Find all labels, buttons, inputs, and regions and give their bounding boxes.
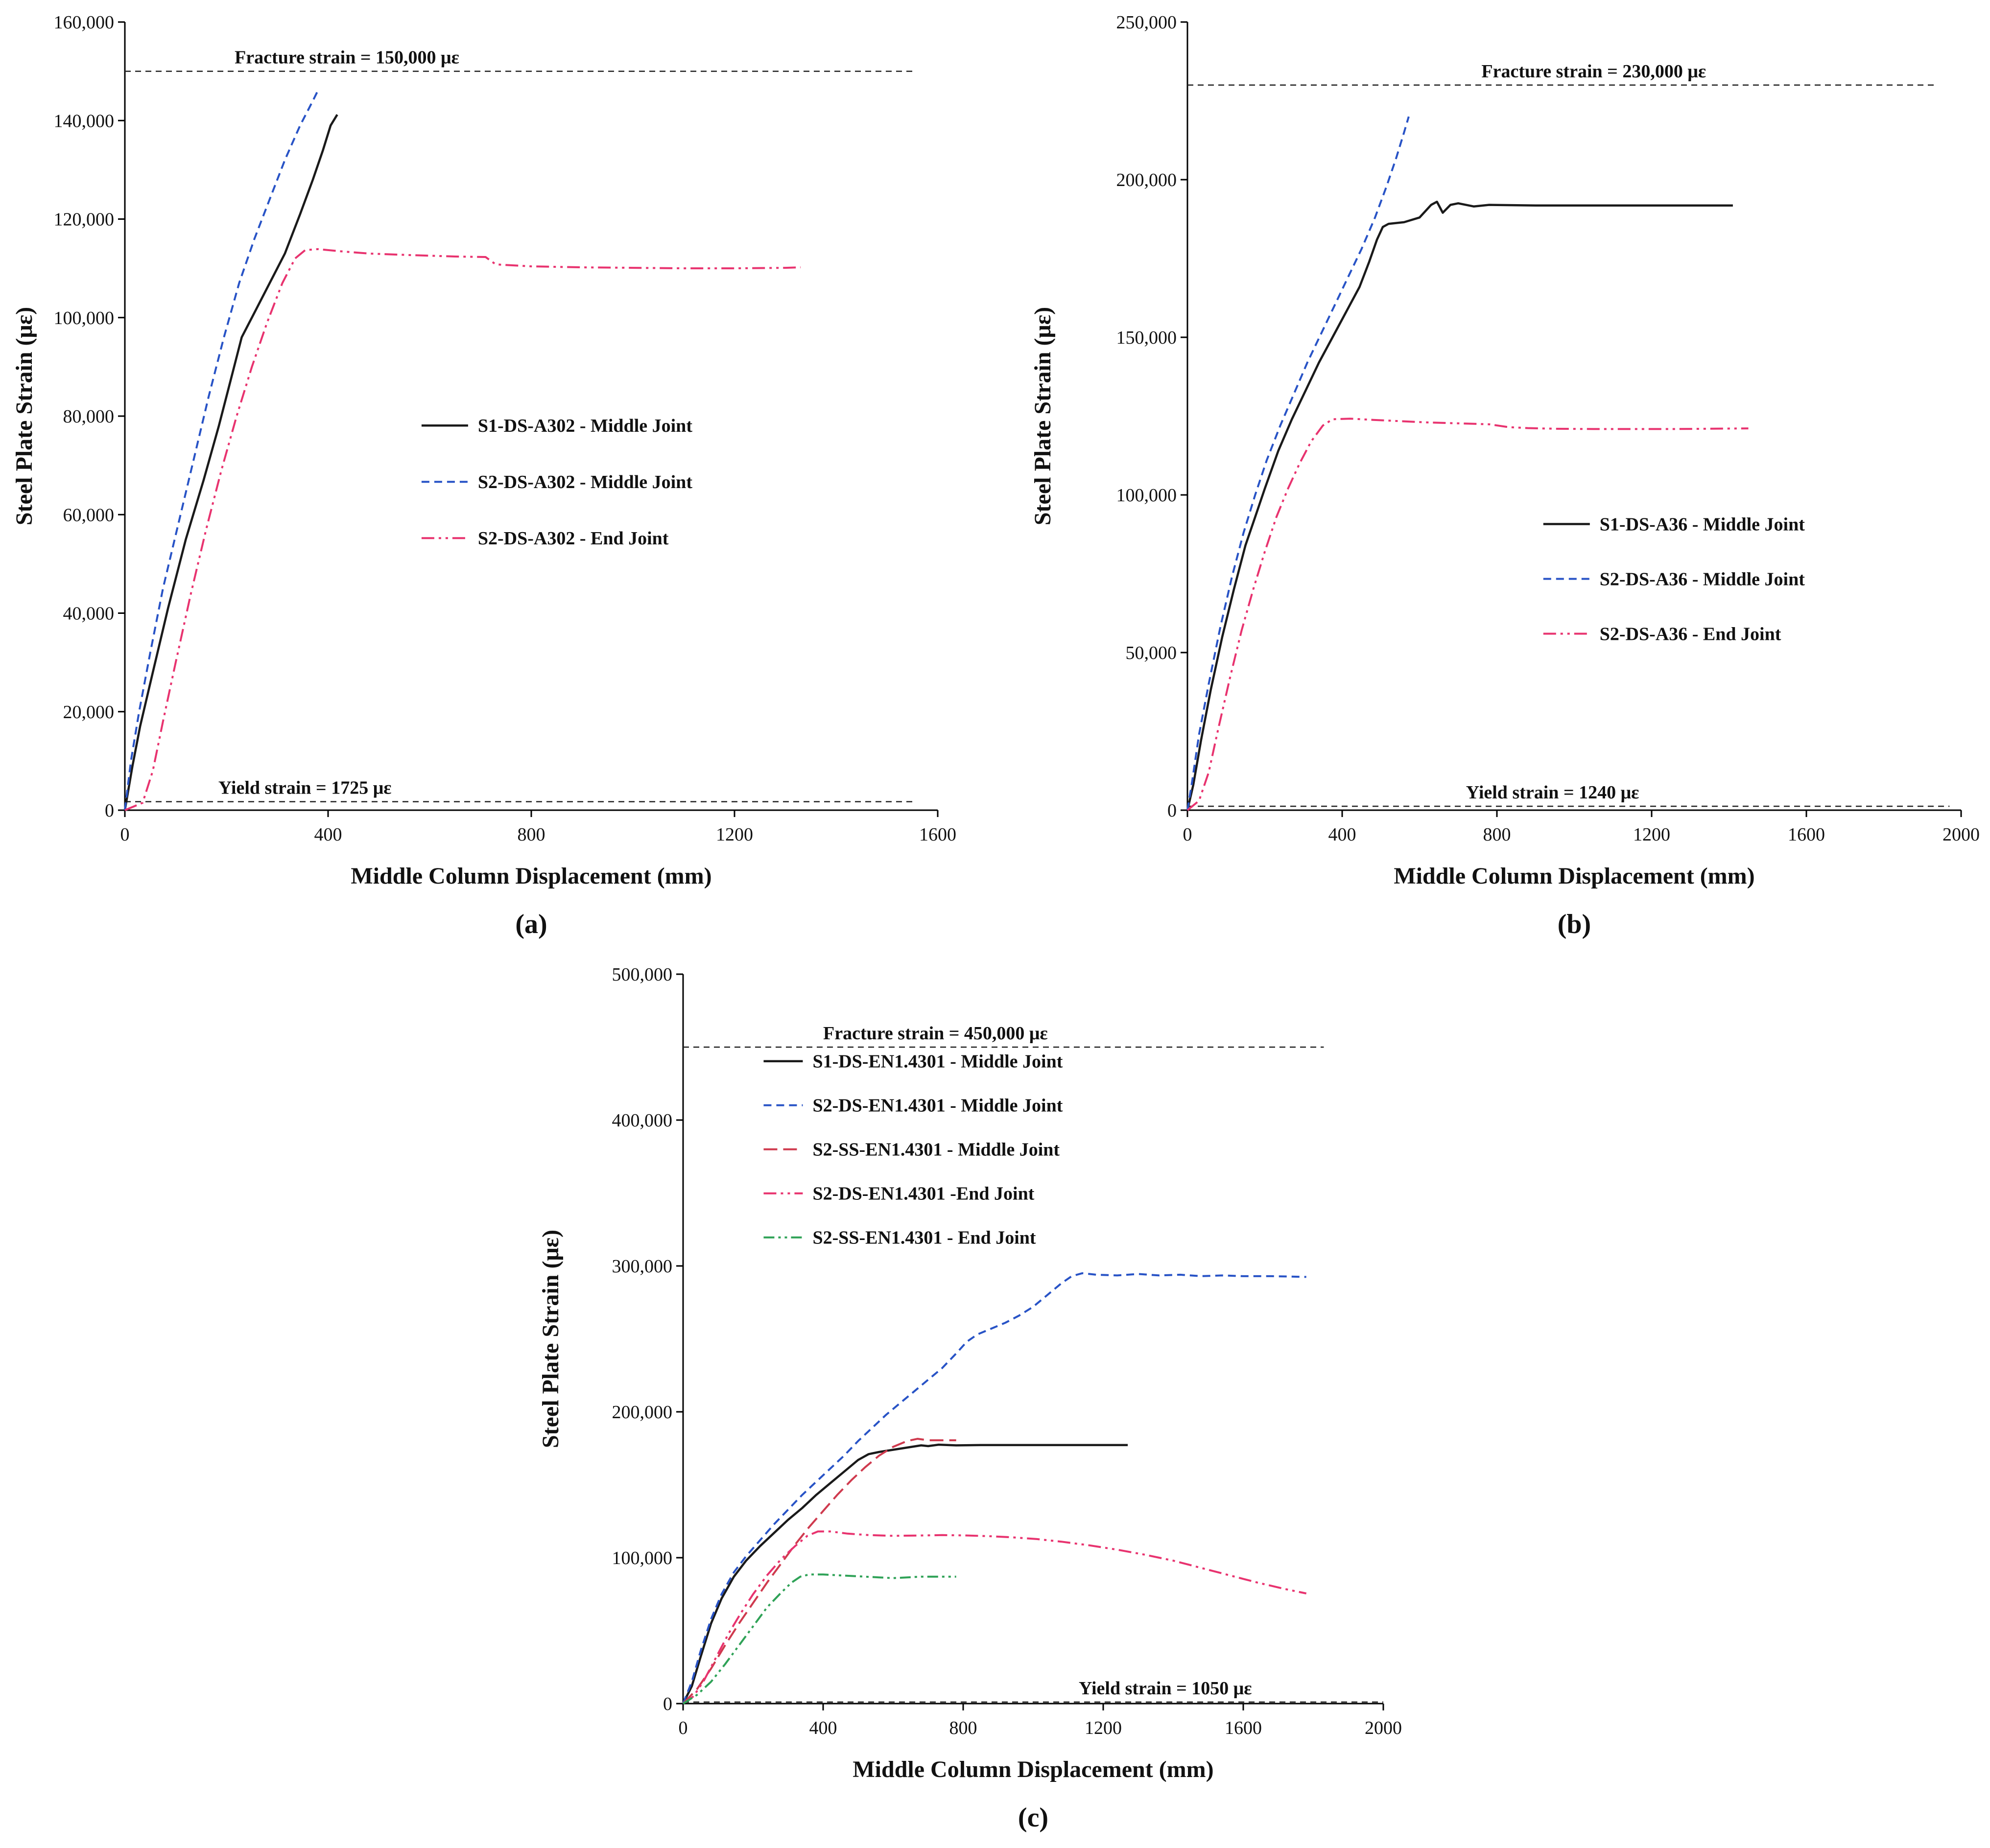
x-tick-label: 1600	[919, 824, 956, 845]
x-tick-label: 800	[949, 1718, 977, 1738]
x-axis-title: Middle Column Displacement (mm)	[1394, 863, 1754, 889]
x-tick-label: 2000	[1365, 1718, 1402, 1738]
legend-label-s2-ds-a302-end: S2-DS-A302 - End Joint	[478, 528, 669, 549]
y-tick-label: 250,000	[1116, 12, 1177, 33]
annotation-label: Yield strain = 1050 με	[1079, 1678, 1252, 1699]
x-tick-label: 2000	[1943, 824, 1980, 845]
legend-label-s2-ss-en14301-middle: S2-SS-EN1.4301 - Middle Joint	[812, 1140, 1060, 1160]
y-tick-label: 60,000	[63, 505, 115, 525]
y-tick-label: 0	[105, 800, 114, 821]
x-tick-label: 0	[120, 824, 130, 845]
series-s2-ds-a36-end	[1186, 418, 1749, 811]
chart-c-svg: 0 400 800 1200 1600 2000 0 100,000 200,000 300,00…	[538, 964, 1402, 1782]
series-s2-ss-en14301-middle	[682, 1438, 956, 1705]
x-tick-label: 400	[809, 1718, 837, 1738]
series-s2-ds-a302-end	[124, 248, 801, 811]
x-tick-label: 400	[314, 824, 342, 845]
x-tick-label: 1200	[716, 824, 753, 845]
y-tick-label: 100,000	[612, 1548, 673, 1568]
y-tick-label: 0	[663, 1694, 672, 1714]
y-tick-label: 200,000	[1116, 170, 1177, 190]
x-tick-label: 1600	[1225, 1718, 1262, 1738]
y-axis-title: Steel Plate Strain (με)	[1030, 307, 1056, 525]
y-tick-label: 140,000	[54, 111, 115, 131]
series-s1-ds-en14301-middle	[682, 1443, 1128, 1705]
legend-label-s1-ds-a36-middle: S1-DS-A36 - Middle Joint	[1600, 514, 1805, 535]
x-tick-label: 0	[679, 1718, 688, 1738]
chart-a-svg: 0 400 800 1200 1600 0 20,000 40,000 60,000 80,000…	[11, 12, 956, 889]
legend-label-s2-ds-a36-middle: S2-DS-A36 - Middle Joint	[1600, 569, 1805, 589]
y-tick-label: 80,000	[63, 406, 115, 427]
y-tick-label: 400,000	[612, 1110, 673, 1131]
y-tick-label: 500,000	[612, 964, 673, 985]
caption-c: (c)	[1018, 1802, 1049, 1833]
series-s1-ds-a36-middle	[1186, 200, 1733, 811]
x-tick-label: 800	[1483, 824, 1511, 845]
annotation-label: Fracture strain = 230,000 με	[1481, 61, 1706, 82]
y-tick-label: 100,000	[1116, 485, 1177, 506]
x-axis-title: Middle Column Displacement (mm)	[351, 863, 711, 889]
y-tick-label: 120,000	[54, 210, 115, 230]
annotation-label: Yield strain = 1240 με	[1466, 782, 1639, 803]
caption-b: (b)	[1557, 909, 1591, 939]
chart-b-svg: 0 400 800 1200 1600 2000 0 50,000 100,000 150,000…	[1030, 12, 1980, 889]
legend-label-s2-ds-en14301-end: S2-DS-EN1.4301 -End Joint	[812, 1184, 1034, 1204]
chart-b-container: 0 400 800 1200 1600 2000 0 50,000 100,000 150,000…	[1021, 0, 1990, 940]
series-s2-ds-en14301-middle	[682, 1272, 1306, 1704]
x-tick-label: 1600	[1788, 824, 1825, 845]
legend-label-s2-ss-en14301-end: S2-SS-EN1.4301 - End Joint	[812, 1228, 1036, 1248]
x-tick-label: 800	[518, 824, 545, 845]
legend-label-s2-ds-a36-end: S2-DS-A36 - End Joint	[1600, 624, 1781, 644]
series-s2-ds-a302-middle	[124, 88, 320, 811]
chart-c-container: 0 400 800 1200 1600 2000 0 100,000 200,000 300,00…	[531, 955, 1418, 1833]
y-tick-label: 150,000	[1116, 327, 1177, 348]
y-tick-label: 160,000	[54, 12, 115, 33]
y-axis-title: Steel Plate Strain (με)	[538, 1230, 564, 1448]
x-axis-title: Middle Column Displacement (mm)	[853, 1756, 1213, 1782]
series-s2-ds-a36-middle	[1186, 116, 1410, 811]
series-s2-ss-en14301-end	[682, 1573, 956, 1705]
y-tick-label: 40,000	[63, 604, 115, 624]
y-axis-title: Steel Plate Strain (με)	[11, 307, 37, 525]
legend-label-s1-ds-a302-middle: S1-DS-A302 - Middle Joint	[478, 416, 692, 436]
x-tick-label: 400	[1328, 824, 1356, 845]
series-s1-ds-a302-middle	[123, 114, 338, 811]
caption-a: (a)	[515, 909, 547, 939]
y-tick-label: 300,000	[612, 1256, 673, 1277]
legend-label-s2-ds-en14301-middle: S2-DS-EN1.4301 - Middle Joint	[812, 1096, 1063, 1116]
y-tick-label: 20,000	[63, 702, 115, 723]
y-tick-label: 200,000	[612, 1402, 673, 1423]
legend-label-s2-ds-a302-middle: S2-DS-A302 - Middle Joint	[478, 472, 692, 492]
annotation-label: Yield strain = 1725 με	[218, 778, 392, 798]
x-tick-label: 1200	[1085, 1718, 1122, 1738]
y-tick-label: 50,000	[1126, 643, 1177, 663]
x-tick-label: 1200	[1633, 824, 1670, 845]
annotation-label: Fracture strain = 450,000 με	[823, 1023, 1048, 1044]
y-tick-label: 100,000	[54, 308, 115, 328]
chart-a-container: 0 400 800 1200 1600 0 20,000 40,000 60,000 80,000…	[7, 0, 982, 940]
y-tick-label: 0	[1167, 800, 1177, 821]
series-s2-ds-en14301-end	[682, 1530, 1307, 1705]
legend-label-s1-ds-en14301-middle: S1-DS-EN1.4301 - Middle Joint	[812, 1052, 1063, 1072]
x-tick-label: 0	[1183, 824, 1192, 845]
annotation-label: Fracture strain = 150,000 με	[235, 47, 459, 68]
